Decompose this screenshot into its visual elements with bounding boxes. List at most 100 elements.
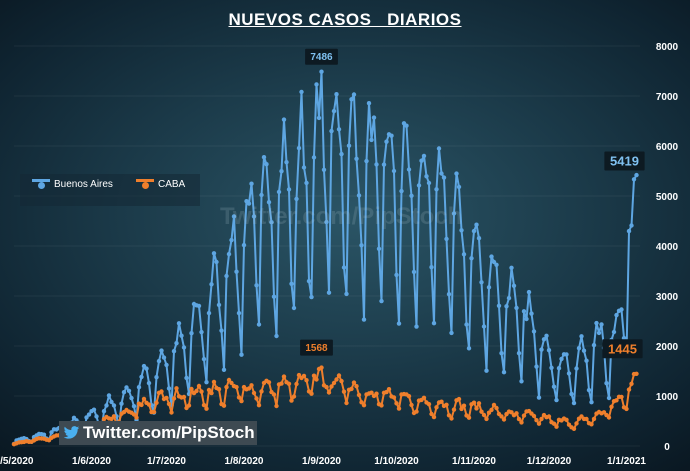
data-point <box>516 351 522 356</box>
data-point <box>341 265 347 270</box>
data-point <box>504 304 509 309</box>
data-point <box>251 390 257 396</box>
data-point <box>226 377 232 383</box>
data-point <box>391 168 397 174</box>
data-point <box>111 414 117 419</box>
data-point <box>456 184 462 190</box>
data-point <box>281 374 287 379</box>
data-point <box>499 351 504 356</box>
data-point <box>611 329 617 335</box>
data-point <box>151 409 157 415</box>
data-point <box>219 328 224 333</box>
x-tick-label: 1/7/2020 <box>147 456 186 467</box>
data-point <box>316 115 322 121</box>
data-point <box>266 200 272 205</box>
data-point <box>519 379 524 384</box>
data-point <box>216 302 222 308</box>
data-label-peak-caba-bg <box>300 339 333 356</box>
data-point <box>544 333 549 338</box>
data-point <box>189 386 194 392</box>
data-point <box>449 330 454 336</box>
data-point <box>49 430 54 435</box>
data-point <box>624 406 629 412</box>
data-point <box>459 228 464 233</box>
data-point <box>174 386 179 391</box>
data-point <box>369 390 374 395</box>
x-tick-label: 1/9/2020 <box>302 456 341 467</box>
data-point <box>291 305 297 311</box>
data-point <box>629 223 634 228</box>
data-point <box>474 406 479 411</box>
legend-label-buenos-aires: Buenos Aires <box>54 179 113 190</box>
data-point <box>556 366 562 371</box>
data-point <box>331 380 337 386</box>
data-point <box>541 337 547 342</box>
data-point <box>301 165 307 170</box>
data-point <box>351 92 357 97</box>
data-point <box>204 380 209 385</box>
data-point <box>354 156 359 161</box>
data-point <box>431 321 437 326</box>
data-point <box>314 377 319 382</box>
data-point <box>314 82 319 87</box>
data-point <box>571 426 577 431</box>
data-point <box>449 416 454 421</box>
data-point <box>511 283 517 288</box>
data-point <box>94 414 99 419</box>
data-point <box>174 341 179 346</box>
data-point <box>451 211 457 216</box>
data-point <box>494 405 499 411</box>
data-point <box>139 374 144 380</box>
data-point <box>394 401 399 406</box>
data-point <box>589 422 594 427</box>
data-point <box>529 311 534 316</box>
data-point <box>206 310 212 316</box>
data-point <box>379 403 384 408</box>
x-tick-label: 1/11/2020 <box>452 456 496 467</box>
data-point <box>606 415 612 420</box>
data-point <box>181 394 187 400</box>
data-point <box>294 196 299 202</box>
data-point <box>199 329 204 335</box>
data-point <box>409 402 414 408</box>
data-point <box>394 272 399 278</box>
data-point <box>231 214 237 219</box>
y-tick-label: 3000 <box>656 292 679 303</box>
data-point <box>609 404 614 409</box>
data-point <box>374 162 379 167</box>
data-point <box>304 180 309 186</box>
data-point <box>546 348 552 353</box>
data-point <box>166 386 172 391</box>
data-point <box>129 395 134 401</box>
data-point <box>104 403 109 408</box>
data-point <box>419 158 424 163</box>
data-point <box>226 251 232 257</box>
data-point <box>296 145 302 151</box>
data-point <box>286 381 292 386</box>
data-point <box>384 389 389 395</box>
data-point <box>204 406 209 411</box>
data-point <box>131 404 137 409</box>
data-point <box>534 364 539 369</box>
data-point <box>139 402 144 408</box>
data-point <box>429 411 434 417</box>
data-point <box>271 392 277 397</box>
data-point <box>554 397 559 403</box>
data-point <box>189 331 194 336</box>
data-point <box>311 373 317 378</box>
data-point <box>201 356 207 362</box>
data-point <box>334 92 339 97</box>
data-point <box>211 379 217 385</box>
data-point <box>446 292 452 297</box>
y-tick-label: 8000 <box>656 42 679 53</box>
data-point <box>619 307 624 312</box>
data-point <box>441 175 447 180</box>
data-point <box>354 384 359 389</box>
data-point <box>521 413 527 418</box>
y-tick-label: 1000 <box>656 392 679 403</box>
data-point <box>489 254 494 259</box>
legend-marker-icon <box>38 182 45 189</box>
data-point <box>119 401 124 406</box>
data-point <box>424 174 429 179</box>
data-point <box>346 143 352 148</box>
